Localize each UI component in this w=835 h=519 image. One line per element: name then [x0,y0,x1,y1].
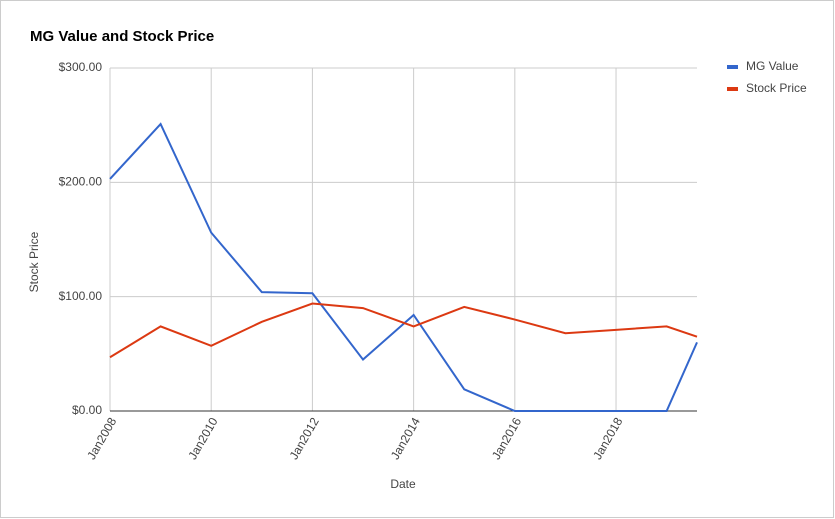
series-line [109,302,698,359]
legend-label: Stock Price [746,81,807,95]
legend-label: MG Value [746,59,799,73]
y-tick-label: $200.00 [59,175,103,189]
series-line [109,122,698,412]
y-tick-label: $300.00 [59,60,103,74]
x-axis-label: Date [390,477,416,491]
y-axis-label: Stock Price [27,231,41,292]
y-tick-label: $0.00 [72,403,102,417]
y-tick-label: $100.00 [59,289,103,303]
chart-title: MG Value and Stock Price [30,28,214,45]
